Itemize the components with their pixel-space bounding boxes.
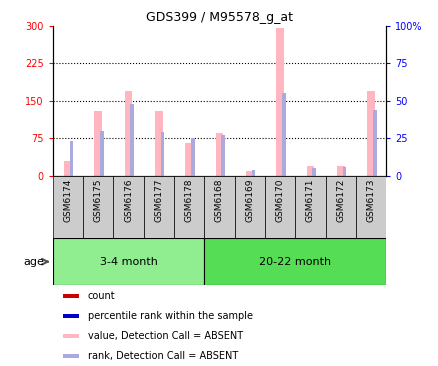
Bar: [113, 176, 143, 238]
Bar: [70, 141, 73, 176]
Text: GSM6178: GSM6178: [184, 179, 193, 222]
Text: age: age: [23, 257, 44, 267]
Bar: [63, 294, 78, 298]
Text: GSM6170: GSM6170: [275, 179, 284, 222]
Bar: [191, 138, 194, 176]
Bar: [130, 104, 134, 176]
Bar: [342, 167, 346, 176]
Text: percentile rank within the sample: percentile rank within the sample: [88, 311, 252, 321]
Text: GSM6172: GSM6172: [336, 179, 345, 222]
Text: 3-4 month: 3-4 month: [99, 257, 157, 267]
Bar: [367, 91, 374, 176]
Bar: [265, 176, 295, 238]
Text: value, Detection Call = ABSENT: value, Detection Call = ABSENT: [88, 331, 242, 341]
Bar: [306, 166, 314, 176]
Bar: [336, 166, 344, 176]
Bar: [325, 176, 355, 238]
Bar: [295, 176, 325, 238]
Text: count: count: [88, 291, 115, 300]
Bar: [160, 132, 164, 176]
Text: rank, Detection Call = ABSENT: rank, Detection Call = ABSENT: [88, 351, 237, 361]
Text: GSM6171: GSM6171: [305, 179, 314, 222]
Bar: [143, 176, 173, 238]
Bar: [185, 143, 193, 176]
Bar: [100, 131, 103, 176]
Text: GSM6168: GSM6168: [215, 179, 223, 222]
Bar: [276, 28, 283, 176]
Bar: [282, 93, 285, 176]
Bar: [124, 91, 132, 176]
Bar: [53, 176, 83, 238]
Bar: [63, 334, 78, 338]
Text: GSM6173: GSM6173: [366, 179, 375, 222]
Bar: [221, 135, 225, 176]
Bar: [372, 110, 376, 176]
Bar: [355, 176, 385, 238]
Bar: [83, 176, 113, 238]
Bar: [64, 161, 71, 176]
Bar: [173, 176, 204, 238]
Bar: [155, 111, 162, 176]
Title: GDS399 / M95578_g_at: GDS399 / M95578_g_at: [146, 11, 292, 25]
Text: GSM6174: GSM6174: [63, 179, 72, 222]
Bar: [94, 111, 102, 176]
Bar: [312, 168, 315, 176]
Text: GSM6175: GSM6175: [93, 179, 102, 222]
Bar: [63, 354, 78, 358]
Bar: [204, 238, 385, 285]
Text: GSM6177: GSM6177: [154, 179, 163, 222]
Text: GSM6176: GSM6176: [124, 179, 133, 222]
Text: 20-22 month: 20-22 month: [259, 257, 331, 267]
Bar: [215, 133, 223, 176]
Bar: [245, 171, 253, 176]
Bar: [234, 176, 265, 238]
Bar: [251, 170, 255, 176]
Bar: [204, 176, 234, 238]
Bar: [63, 314, 78, 318]
Text: GSM6169: GSM6169: [245, 179, 254, 222]
Bar: [53, 238, 204, 285]
